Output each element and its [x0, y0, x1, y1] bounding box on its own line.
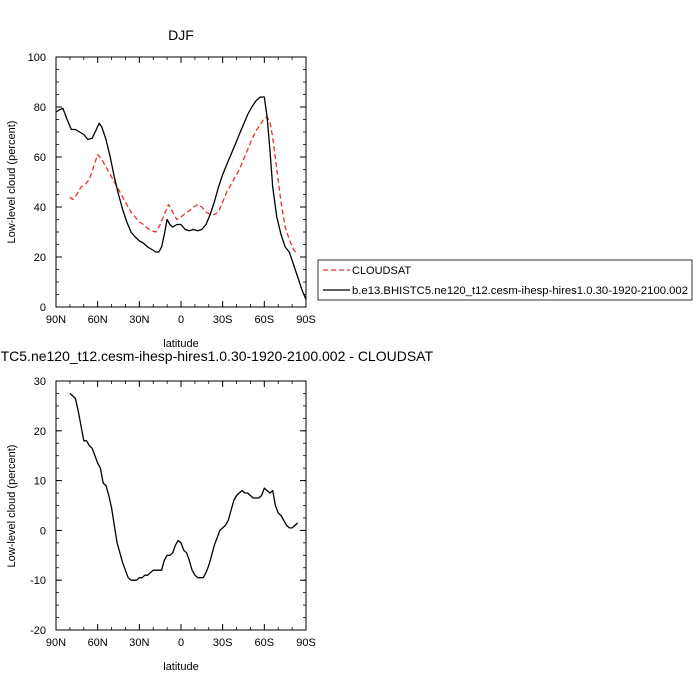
top-ticks-group: 90N 60N 30N 0 30S 60S 90S 0 20 40 60 80 100	[28, 52, 316, 326]
bottom-ytick-label: 0	[40, 525, 46, 537]
legend-label-cloudsat: CLOUDSAT	[352, 265, 411, 277]
legend-box	[317, 259, 693, 301]
top-ytick-label: 100	[28, 52, 46, 64]
bottom-series-line-0	[69, 393, 299, 581]
top-ytick-label: 20	[34, 252, 46, 264]
legend-label-model: b.e13.BHISTC5.ne120_t12.cesm-ihesp-hires…	[352, 285, 688, 297]
top-xtick-label: 30S	[213, 314, 233, 326]
top-xtick-label: 60N	[88, 314, 108, 326]
top-xtick-label: 60S	[255, 314, 275, 326]
bottom-ytick-label: 10	[34, 476, 46, 488]
bottom-xlabel: latitude	[163, 661, 198, 673]
top-title: DJF	[168, 27, 194, 43]
top-xtick-label: 90S	[296, 314, 316, 326]
top-plot-frame	[55, 56, 307, 308]
legend: CLOUDSAT b.e13.BHISTC5.ne120_t12.cesm-ih…	[317, 259, 693, 301]
bottom-ytick-label: 20	[34, 426, 46, 438]
bottom-ytick-label: -20	[30, 625, 46, 637]
bottom-title: b.e13.BHISTC5.ne120_t12.cesm-ihesp-hires…	[0, 348, 433, 364]
top-ylabel: Low-level cloud (percent)	[6, 121, 18, 244]
bottom-xtick-label: 0	[178, 637, 184, 649]
top-ytick-label: 60	[34, 152, 46, 164]
bottom-xtick-label: 60S	[255, 637, 275, 649]
bottom-panel: b.e13.BHISTC5.ne120_t12.cesm-ihesp-hires…	[0, 348, 433, 673]
bottom-ylabel: Low-level cloud (percent)	[6, 445, 18, 568]
bottom-series-group	[69, 393, 299, 581]
bottom-xtick-label: 90N	[46, 637, 66, 649]
bottom-ytick-label: -10	[30, 575, 46, 587]
bottom-xtick-label: 90S	[296, 637, 316, 649]
top-xtick-label: 90N	[46, 314, 66, 326]
bottom-ticks-group: 90N 60N 30N 0 30S 60S 90S -20 -10 0 10 20 30	[30, 376, 316, 649]
bottom-xtick-label: 30S	[213, 637, 233, 649]
bottom-ytick-label: 30	[34, 376, 46, 388]
top-xtick-label: 0	[178, 314, 184, 326]
top-ytick-label: 0	[40, 302, 46, 314]
top-panel: DJF 90N 60N 30N 0 30S 60S 90S 0 20 40 60 80 100 lati…	[6, 27, 316, 350]
bottom-xtick-label: 30N	[129, 637, 149, 649]
top-ytick-label: 80	[34, 102, 46, 114]
bottom-xtick-label: 60N	[88, 637, 108, 649]
bottom-plot-frame	[55, 380, 307, 631]
top-xtick-label: 30N	[129, 314, 149, 326]
top-series-line-1	[55, 96, 307, 300]
top-xlabel: latitude	[163, 338, 198, 350]
top-series-group	[55, 96, 307, 300]
top-series-line-0	[69, 116, 299, 255]
top-ytick-label: 40	[34, 202, 46, 214]
